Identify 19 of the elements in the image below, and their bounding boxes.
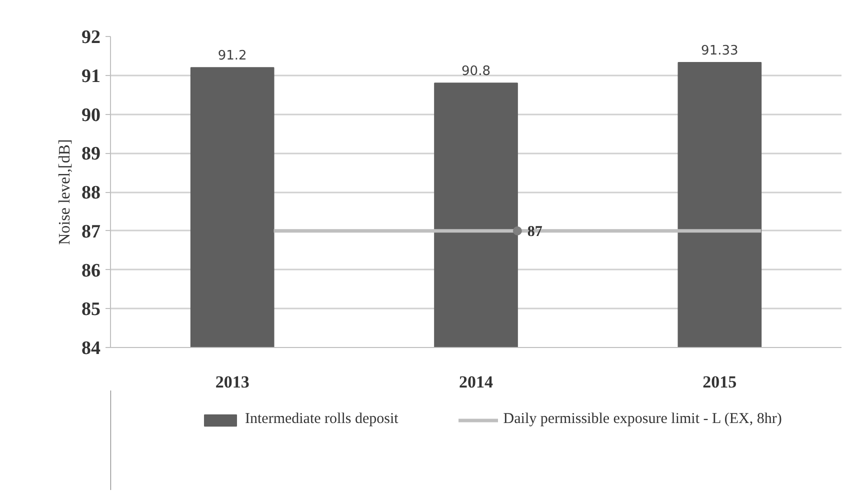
- y-tick-label: 90: [82, 104, 100, 126]
- y-tick-label: 86: [82, 260, 100, 282]
- y-tick-label: 92: [82, 27, 100, 48]
- x-tick-label: 2013: [215, 372, 250, 392]
- data-label: 91.2: [218, 48, 247, 64]
- x-tick-label: 2014: [459, 372, 494, 392]
- data-label: 87: [527, 224, 543, 240]
- y-tick-label: 85: [82, 299, 100, 320]
- x-tick-label: 2015: [702, 372, 737, 392]
- y-tick-label: 84: [82, 338, 101, 359]
- legend-label: Daily permissible exposure limit - L (EX, 8hr): [503, 411, 782, 428]
- data-label: 90.8: [462, 64, 490, 80]
- y-tick-label: 91: [82, 66, 100, 87]
- y-tick-label: 89: [82, 144, 100, 165]
- y-axis-title: Noise level,[dB]: [56, 139, 74, 245]
- y-tick-label: 88: [82, 182, 100, 204]
- data-label: 91.33: [701, 44, 738, 59]
- y-tick-label: 87: [82, 221, 101, 242]
- legend-label: Intermediate rolls deposit: [245, 411, 398, 428]
